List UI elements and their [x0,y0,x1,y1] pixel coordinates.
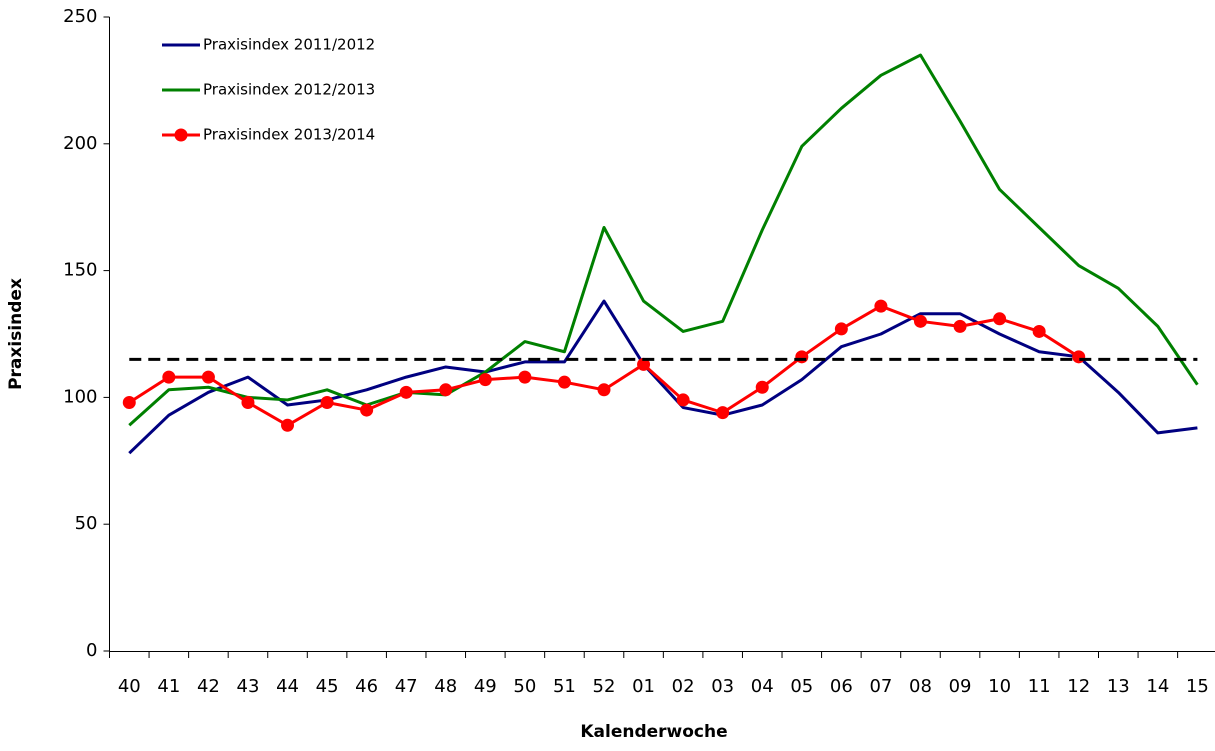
point [360,403,374,417]
x-tick-label: 02 [672,676,695,697]
point [1072,350,1086,364]
x-tick-label: 07 [869,676,892,697]
x-tick-label: 01 [632,676,655,697]
y-tick-label: 250 [63,6,97,27]
point [597,383,611,397]
point [122,395,136,409]
y-axis-title: Praxisindex [6,278,26,390]
point [557,375,571,389]
point [201,370,215,384]
x-tick-label: 05 [790,676,813,697]
legend-label: Praxisindex 2012/2013 [203,81,375,99]
x-tick-label: 09 [949,676,972,697]
point [478,373,492,387]
x-tick-label: 52 [593,676,616,697]
x-axis-title: Kalenderwoche [580,722,727,742]
series-line [128,53,1199,427]
x-tick-label: 43 [237,676,260,697]
x-tick-label: 44 [276,676,299,697]
x-tick-label: 41 [157,676,180,697]
x-tick-label: 50 [513,676,536,697]
point [162,370,176,384]
point [1032,324,1046,338]
x-tick-label: 06 [830,676,853,697]
legend-marker [174,128,188,142]
series-line [128,304,1080,427]
point [439,383,453,397]
x-tick-label: 03 [711,676,734,697]
point [320,395,334,409]
point [993,312,1007,326]
x-tick-label: 48 [434,676,457,697]
point [399,385,413,399]
y-tick-label: 50 [75,513,98,534]
point [518,370,532,384]
x-tick-label: 14 [1146,676,1169,697]
x-tick-label: 49 [474,676,497,697]
x-tick-label: 10 [988,676,1011,697]
y-tick-label: 100 [63,386,97,407]
x-tick-label: 47 [395,676,418,697]
x-tick-label: 46 [355,676,378,697]
x-tick-label: 40 [118,676,141,697]
point [716,406,730,420]
x-tick-label: 15 [1186,676,1209,697]
y-tick-label: 150 [63,260,97,281]
y-tick-label: 200 [63,133,97,154]
point [281,418,295,432]
x-tick-label: 42 [197,676,220,697]
point [913,314,927,328]
x-tick-label: 11 [1028,676,1051,697]
point [834,322,848,336]
x-tick-label: 13 [1107,676,1130,697]
point [795,350,809,364]
legend-label: Praxisindex 2013/2014 [203,126,375,144]
legend-label: Praxisindex 2011/2012 [203,36,375,54]
point [676,393,690,407]
point [241,395,255,409]
point [953,319,967,333]
series-line [128,299,1198,455]
x-tick-label: 51 [553,676,576,697]
x-tick-label: 12 [1067,676,1090,697]
x-tick-label: 45 [316,676,339,697]
y-tick-label: 0 [86,640,97,661]
point [755,380,769,394]
point [874,299,888,313]
x-tick-label: 04 [751,676,774,697]
x-tick-label: 08 [909,676,932,697]
point [637,357,651,371]
